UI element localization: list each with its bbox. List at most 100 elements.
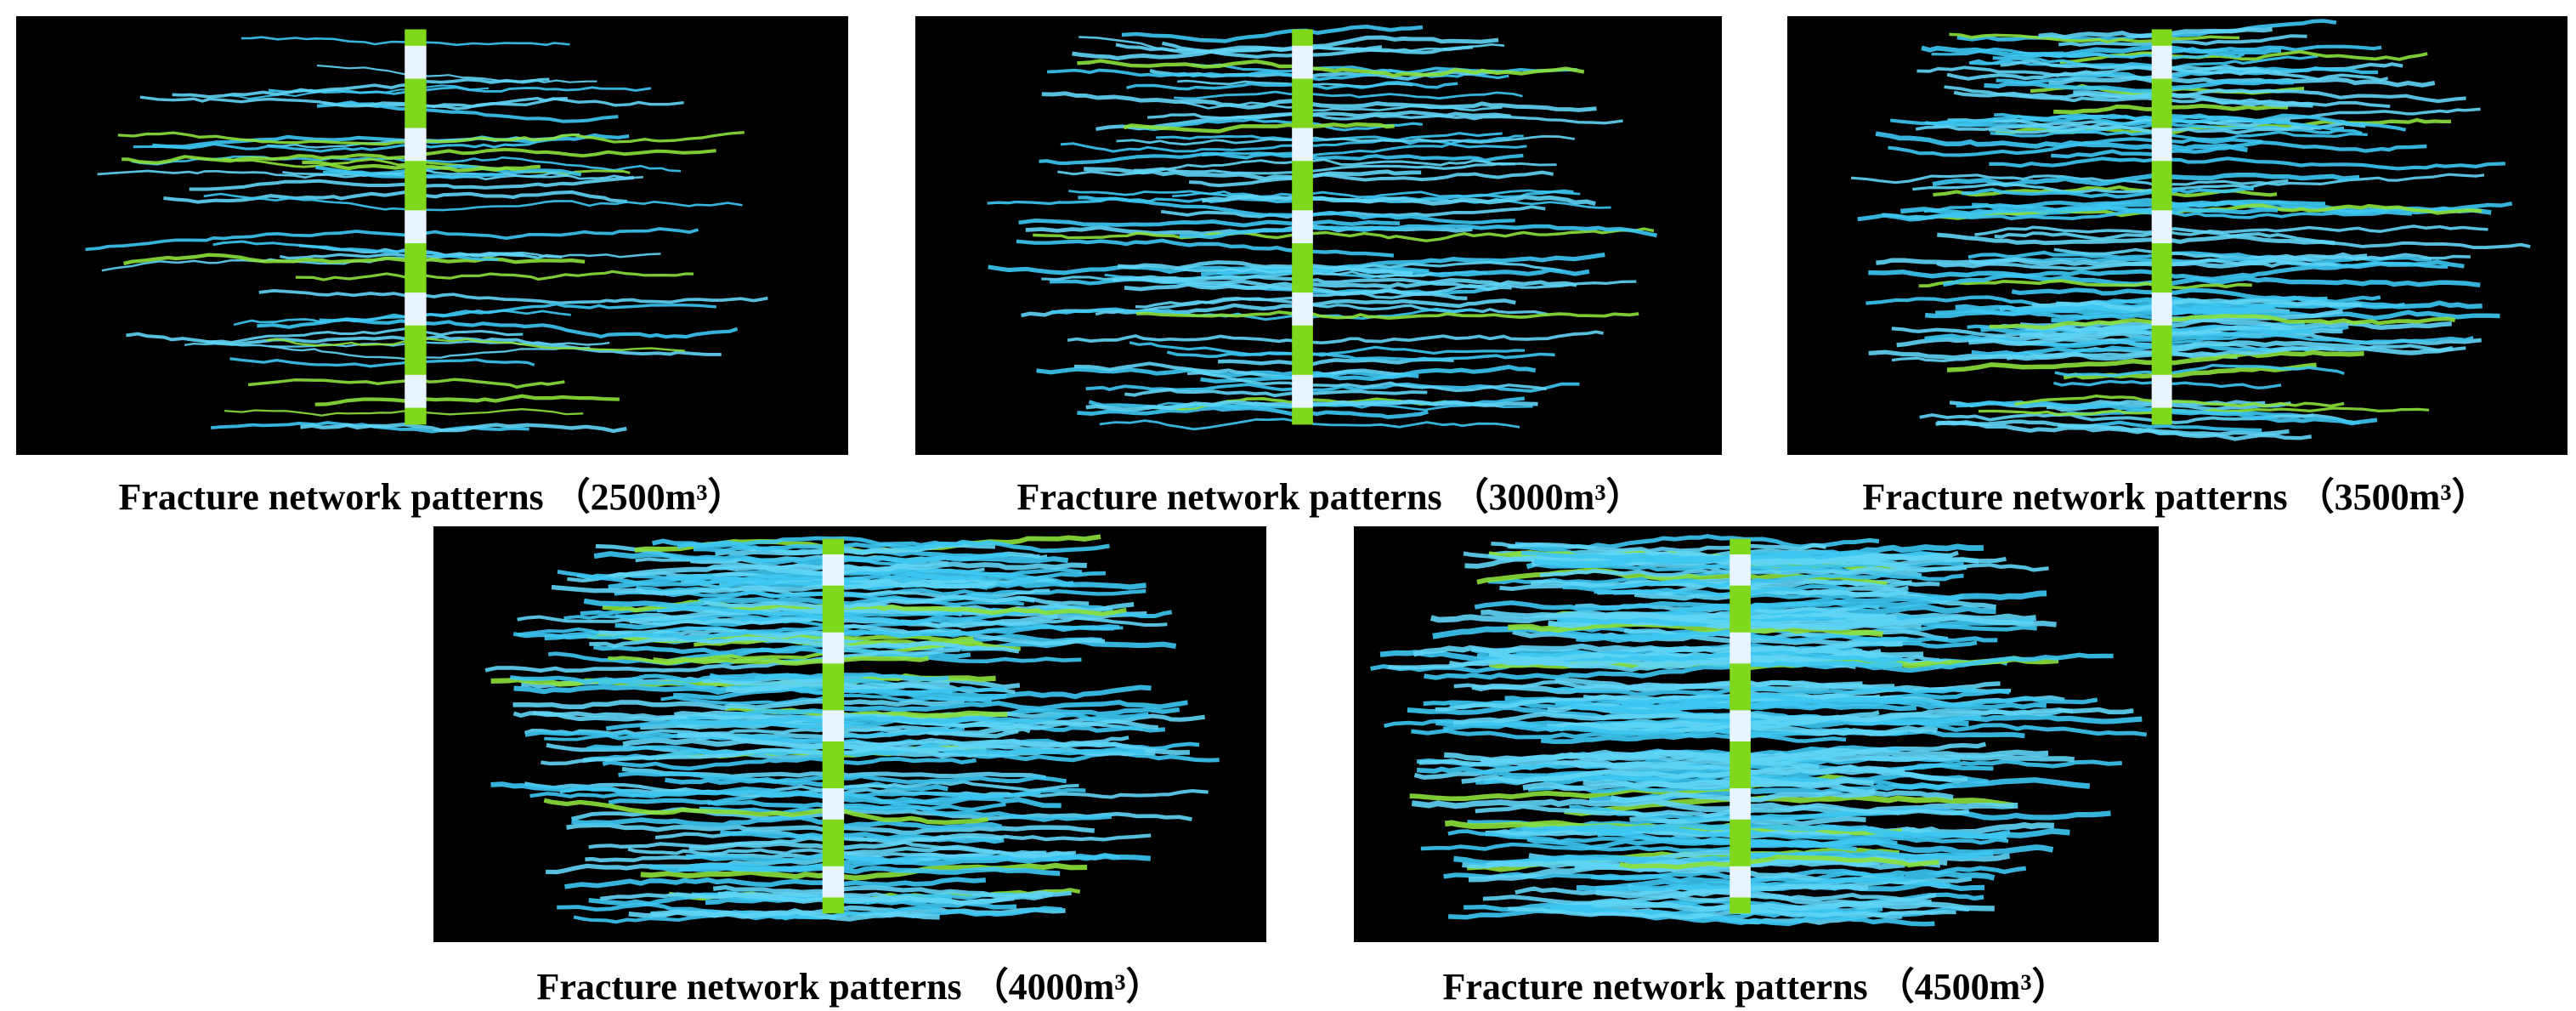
wellbore-segment <box>822 616 845 633</box>
fracture <box>1115 43 1383 54</box>
fracture <box>2053 247 2471 262</box>
fracture <box>1474 595 1959 612</box>
fracture <box>1123 122 1395 133</box>
fracture <box>618 771 1067 785</box>
fracture-image <box>1787 16 2568 455</box>
wellbore-segment <box>1730 819 1751 836</box>
fracture <box>206 327 524 344</box>
fracture <box>1051 307 1477 321</box>
fracture <box>541 736 1129 766</box>
fracture <box>172 77 550 99</box>
fracture <box>85 227 699 252</box>
fracture <box>1453 849 1994 866</box>
fracture <box>1573 757 1820 770</box>
fracture <box>484 647 960 673</box>
fracture <box>512 710 1066 723</box>
wellbore-segment <box>822 570 845 587</box>
wellbore-segment <box>822 757 845 774</box>
fracture <box>203 192 743 212</box>
wellbore-segment <box>1730 804 1751 821</box>
fracture <box>687 700 1188 721</box>
wellbore-segment <box>405 94 427 112</box>
wellbore-segment <box>2151 193 2172 211</box>
fracture <box>490 781 1062 809</box>
wellbore-segment <box>1292 144 1313 162</box>
wellbore-segment <box>2151 62 2172 80</box>
wellbore-segment <box>1730 570 1751 587</box>
fracture <box>2063 362 2317 380</box>
fracture <box>585 846 992 863</box>
fracture <box>1989 156 2505 171</box>
fracture <box>1915 118 2290 132</box>
fracture <box>1591 866 2027 885</box>
fracture <box>1016 238 1395 258</box>
caption: Fracture network patterns （4500m³） <box>1442 966 2069 1008</box>
wellbore-segment <box>405 243 427 260</box>
fracture <box>2038 26 2273 40</box>
fracture <box>1994 227 2531 250</box>
fracture <box>1124 278 1577 292</box>
fracture <box>686 851 1059 865</box>
fracture <box>1116 134 1576 146</box>
fracture <box>1943 259 2465 287</box>
wellbore-segment <box>2151 407 2172 425</box>
fracture <box>1621 580 1997 610</box>
fracture <box>1912 179 2289 194</box>
wellbore-segment <box>1730 679 1751 696</box>
fracture <box>1935 419 2313 441</box>
caption: Fracture network patterns （3500m³） <box>1862 476 2489 518</box>
fracture <box>1974 224 2488 236</box>
wellbore-segment <box>1292 128 1313 145</box>
wellbore-segment <box>822 585 845 602</box>
wellbore-segment <box>1292 177 1313 195</box>
fracture <box>694 637 1021 651</box>
fracture <box>599 890 1015 906</box>
wellbore-segment <box>1292 374 1313 392</box>
fracture <box>1876 252 2368 269</box>
wellbore-segment <box>1292 259 1313 277</box>
fracture <box>1548 685 1977 696</box>
wellbore-segment <box>822 850 845 867</box>
fracture <box>665 777 948 792</box>
fracture <box>212 240 499 261</box>
wellbore-segment <box>1292 309 1313 327</box>
fracture <box>1156 134 1527 149</box>
wellbore-segment <box>1730 695 1751 711</box>
wellbore-segment <box>1730 632 1751 649</box>
fracture <box>1174 90 1523 100</box>
wellbore-segment <box>822 695 845 711</box>
fracture <box>1491 542 1827 554</box>
wellbore-segment <box>1730 601 1751 617</box>
fracture <box>1160 205 1546 219</box>
wellbore-segment <box>1730 741 1751 758</box>
wellbore-segment <box>405 358 427 376</box>
wellbore-segment <box>405 210 427 228</box>
fracture <box>694 539 1110 554</box>
fracture <box>1133 162 1515 175</box>
wellbore-segment <box>822 663 845 680</box>
fracture <box>1413 643 1882 657</box>
fracture <box>1978 406 2430 417</box>
fracture <box>1461 766 1968 785</box>
wellbore-segment <box>822 725 845 742</box>
wellbore-segment <box>2151 226 2172 244</box>
fracture <box>1937 232 2335 246</box>
wellbore-segment <box>1292 193 1313 211</box>
fracture <box>1509 825 2011 840</box>
fracture-network <box>85 29 768 434</box>
fracture <box>1077 59 1585 78</box>
fracture <box>300 423 627 434</box>
wellbore-segment <box>822 788 845 804</box>
fracture <box>2058 34 2307 47</box>
wellbore-segment <box>822 866 845 883</box>
wellbore-segment <box>1730 772 1751 789</box>
fracture <box>699 802 1006 815</box>
fracture <box>1931 47 2245 60</box>
wellbore-segment <box>822 648 845 664</box>
fracture <box>229 357 535 368</box>
wellbore-segment <box>822 538 845 555</box>
fracture <box>1868 270 2481 288</box>
fracture <box>1990 130 2368 141</box>
wellbore-segment <box>1292 78 1313 96</box>
